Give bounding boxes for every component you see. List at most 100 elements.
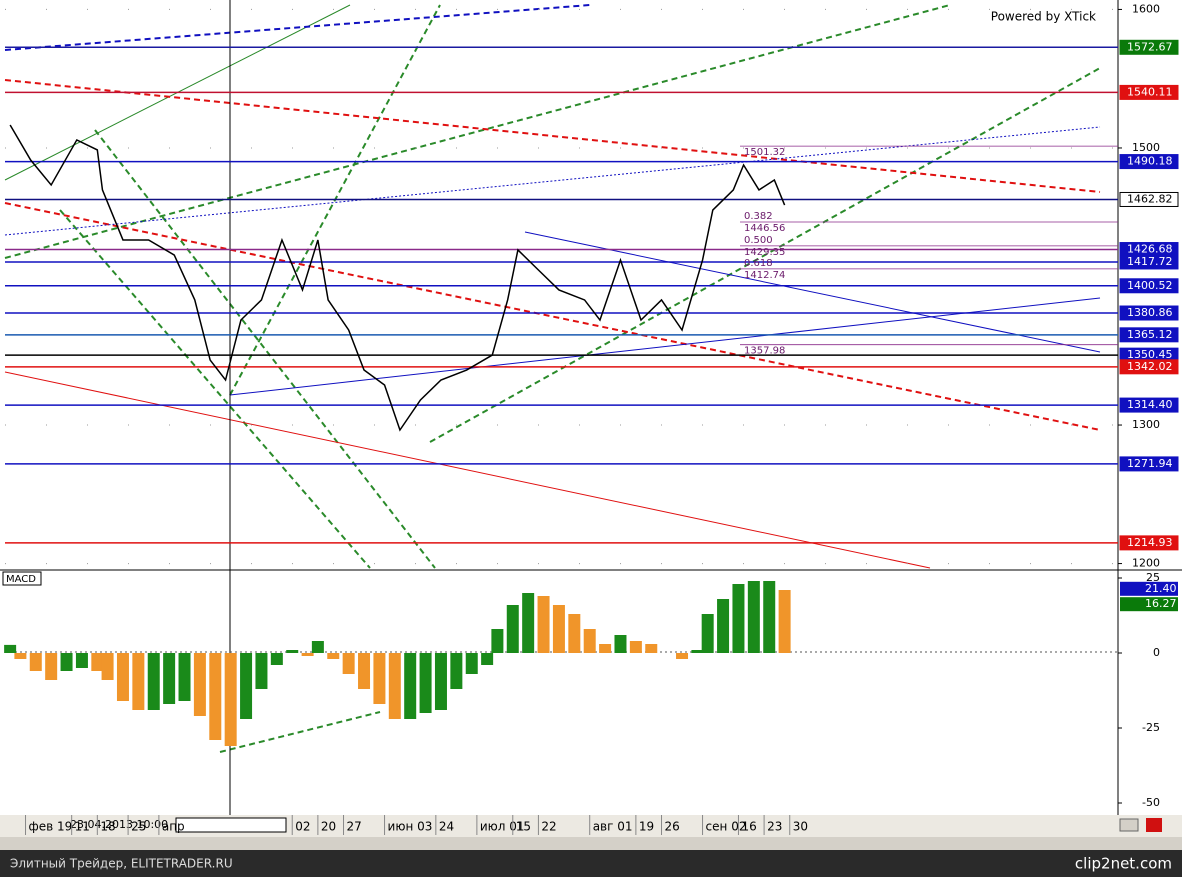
macd-bar	[537, 596, 550, 653]
trend-line	[4, 126, 1101, 236]
level-tag	[1119, 154, 1179, 170]
footer-bar	[0, 850, 1182, 877]
window-border	[0, 837, 1182, 850]
fib-level: 1357.98	[744, 346, 785, 357]
value-tag-label: 16.27	[1145, 597, 1177, 610]
level-tag-label: 1314.40	[1127, 398, 1173, 411]
level-tag	[1119, 191, 1179, 207]
fib-ratio: 0.618	[744, 258, 773, 269]
macd-bar	[286, 650, 299, 653]
macd-bar	[599, 644, 612, 653]
macd-bar	[491, 629, 504, 653]
macd-bar	[224, 653, 237, 746]
crosshair-box	[175, 817, 287, 833]
level-tag-label: 1380.86	[1127, 306, 1173, 319]
level-tag	[1119, 278, 1179, 294]
macd-bar	[209, 653, 222, 740]
y-tick-label: 1200	[1132, 557, 1160, 570]
macd-bar	[747, 581, 760, 653]
x-axis-area	[0, 815, 1182, 837]
fib-level: 1501.32	[744, 147, 785, 158]
macd-bar	[419, 653, 432, 713]
x-tick-label: 22	[541, 820, 556, 834]
macd-bar	[434, 653, 447, 710]
macd-bar	[301, 653, 314, 656]
x-tick-label: 20	[321, 820, 336, 834]
value-tag-label: 21.40	[1145, 582, 1177, 595]
macd-bar	[645, 644, 658, 653]
x-tick-label: июл 01	[480, 820, 525, 834]
macd-bar	[101, 653, 114, 680]
macd-bar	[193, 653, 206, 716]
macd-bar	[404, 653, 417, 719]
level-tag-label: 1417.72	[1127, 255, 1173, 268]
macd-bar	[778, 590, 791, 653]
macd-bar	[506, 605, 519, 653]
x-tick-label: 02	[295, 820, 310, 834]
price-line	[9, 124, 786, 432]
macd-bar	[522, 593, 535, 653]
level-tag-label: 1462.82	[1127, 192, 1173, 205]
macd-label: MACD	[6, 574, 36, 585]
fib-ratio: 0.382	[744, 211, 773, 222]
macd-bar	[116, 653, 129, 701]
trend-lines	[4, 4, 1101, 753]
level-tag-label: 1540.11	[1127, 85, 1173, 98]
y-tick-label: -50	[1142, 796, 1160, 809]
macd-bar	[14, 653, 27, 659]
x-tick-label: авг 01	[593, 820, 633, 834]
trend-line	[4, 79, 1101, 193]
level-tag-label: 1342.02	[1127, 360, 1173, 373]
macd-bar	[763, 581, 776, 653]
fib-ratio: 0.500	[744, 235, 773, 246]
x-tick-label: июн 03	[388, 820, 433, 834]
x-tick-label: 26	[665, 820, 680, 834]
macd-bar	[676, 653, 689, 659]
level-tag	[1119, 254, 1179, 270]
close-button[interactable]	[1146, 818, 1162, 832]
macd-bar	[163, 653, 176, 704]
fib-level: 1429.35	[744, 247, 785, 258]
x-tick-label: 23	[767, 820, 782, 834]
macd-bar	[91, 653, 104, 671]
trend-line	[4, 202, 1101, 431]
level-tag-label: 1214.93	[1127, 536, 1173, 549]
macd-bar	[732, 584, 745, 653]
level-tag-label: 1271.94	[1127, 457, 1173, 470]
value-tag	[1120, 581, 1178, 596]
trend-line	[59, 209, 371, 569]
macd-bar	[701, 614, 714, 653]
macd-bar	[465, 653, 478, 674]
macd-bar	[614, 635, 627, 653]
level-tag	[1119, 305, 1179, 321]
macd-bar	[373, 653, 386, 704]
macd-bar	[29, 653, 42, 671]
level-tag-label: 1350.45	[1127, 348, 1173, 361]
macd-box	[2, 571, 42, 586]
macd-bar	[178, 653, 191, 701]
level-tag	[1119, 84, 1179, 100]
macd-bar	[388, 653, 401, 719]
x-tick-label: 16	[741, 820, 756, 834]
x-tick-label: 25	[131, 820, 146, 834]
macd-bar	[255, 653, 268, 689]
macd-bar	[691, 650, 704, 653]
macd-bar	[327, 653, 340, 659]
trend-line	[94, 129, 436, 569]
y-tick-label: -25	[1142, 721, 1160, 734]
x-tick-label: 18	[100, 820, 115, 834]
level-tag	[1119, 359, 1179, 375]
trend-line	[4, 4, 591, 51]
level-tag-label: 1365.12	[1127, 328, 1173, 341]
x-tick-label: 19	[639, 820, 654, 834]
macd-bar	[717, 599, 730, 653]
macd-bar	[240, 653, 253, 719]
toolbar-button[interactable]	[1119, 818, 1139, 832]
macd-bar	[270, 653, 283, 665]
level-tag-label: 1490.18	[1127, 155, 1173, 168]
x-tick-label: сен 02	[706, 820, 747, 834]
fib-level: 1446.56	[744, 223, 785, 234]
trend-line	[219, 711, 381, 753]
macd-bar	[629, 641, 642, 653]
y-tick-label: 1300	[1132, 418, 1160, 431]
